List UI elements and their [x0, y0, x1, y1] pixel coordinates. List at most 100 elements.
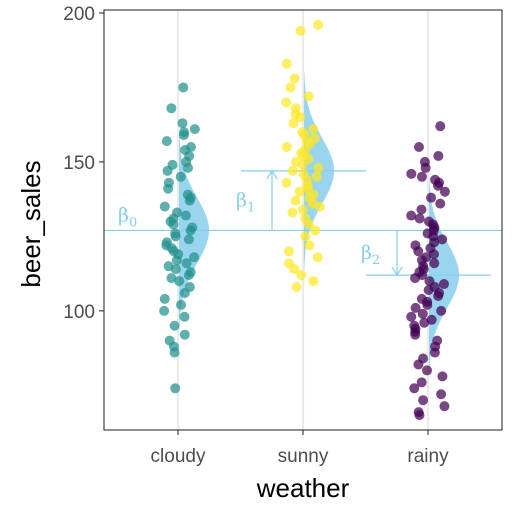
- x-tick-label-sunny: sunny: [278, 446, 329, 467]
- point-rainy-2: [433, 150, 444, 161]
- point-rainy-65: [418, 395, 429, 406]
- point-rainy-11: [426, 192, 437, 203]
- point-rainy-44: [422, 299, 433, 310]
- point-cloudy-20: [159, 201, 170, 212]
- point-sunny-3: [289, 73, 300, 84]
- point-cloudy-6: [161, 136, 172, 147]
- point-cloudy-40: [170, 264, 181, 275]
- point-cloudy-0: [178, 82, 189, 93]
- point-rainy-26: [413, 246, 424, 257]
- point-rainy-50: [419, 317, 430, 328]
- point-rainy-47: [417, 308, 428, 319]
- point-sunny-50: [308, 276, 319, 287]
- point-rainy-39: [423, 285, 434, 295]
- point-cloudy-52: [179, 329, 190, 340]
- point-rainy-41: [433, 290, 444, 301]
- point-rainy-12: [435, 198, 446, 209]
- point-cloudy-38: [181, 258, 192, 269]
- point-rainy-54: [410, 329, 421, 340]
- point-sunny-5: [303, 91, 314, 102]
- beta0-label: β0: [118, 204, 137, 230]
- y-tick-label-200: 200: [63, 4, 95, 25]
- point-cloudy-44: [174, 276, 185, 287]
- beta1-subscript: 1: [247, 201, 255, 216]
- point-sunny-51: [291, 282, 302, 293]
- point-rainy-61: [437, 371, 448, 382]
- point-rainy-15: [414, 213, 425, 224]
- x-tick-label-rainy: rainy: [407, 446, 449, 467]
- point-sunny-17: [281, 142, 292, 153]
- point-sunny-48: [289, 264, 300, 275]
- point-cloudy-29: [170, 231, 181, 242]
- beta2-arrow-head: [391, 266, 403, 277]
- point-rainy-46: [436, 305, 447, 316]
- point-rainy-68: [414, 410, 425, 421]
- beta2-subscript: 2: [372, 253, 380, 268]
- point-sunny-25: [287, 165, 298, 176]
- point-sunny-0: [313, 19, 324, 30]
- point-rainy-30: [429, 258, 440, 269]
- point-sunny-43: [300, 231, 311, 242]
- point-cloudy-16: [163, 183, 174, 194]
- point-cloudy-2: [177, 118, 188, 129]
- point-rainy-27: [428, 249, 439, 260]
- point-cloudy-19: [184, 195, 195, 206]
- x-tick-label-cloudy: cloudy: [151, 446, 206, 467]
- point-sunny-44: [304, 240, 315, 251]
- point-cloudy-49: [159, 305, 170, 316]
- annotation-layer: β0 β1 β2: [118, 190, 380, 268]
- point-sunny-45: [283, 246, 294, 257]
- point-sunny-23: [297, 159, 308, 170]
- point-sunny-42: [310, 225, 321, 236]
- point-rainy-59: [413, 359, 424, 370]
- beta0-subscript: 0: [129, 215, 137, 230]
- point-cloudy-5: [178, 130, 189, 141]
- point-rainy-63: [409, 383, 420, 394]
- point-sunny-4: [285, 82, 296, 93]
- beta1-label: β1: [236, 190, 255, 216]
- point-cloudy-22: [180, 210, 191, 221]
- point-sunny-1: [295, 25, 306, 36]
- point-cloudy-30: [183, 234, 194, 245]
- x-axis-title: weather: [256, 473, 350, 503]
- point-rainy-6: [416, 171, 427, 182]
- points-layer: [159, 19, 450, 421]
- point-cloudy-1: [166, 103, 177, 114]
- point-cloudy-43: [166, 273, 177, 284]
- point-rainy-57: [429, 347, 440, 358]
- point-cloudy-25: [168, 219, 179, 230]
- point-cloudy-47: [159, 293, 170, 304]
- point-sunny-32: [294, 186, 305, 197]
- point-cloudy-13: [162, 165, 173, 176]
- axis-layer: cloudy sunny rainy 100 150 200: [63, 4, 449, 467]
- point-cloudy-3: [189, 124, 200, 135]
- point-rainy-48: [406, 311, 417, 322]
- point-sunny-11: [308, 124, 319, 135]
- point-rainy-64: [436, 389, 447, 400]
- point-sunny-24: [313, 162, 324, 173]
- point-rainy-1: [413, 142, 424, 153]
- point-cloudy-48: [176, 299, 187, 310]
- point-rainy-13: [416, 204, 427, 215]
- point-cloudy-27: [185, 225, 196, 236]
- point-rainy-62: [416, 377, 427, 388]
- point-rainy-14: [406, 210, 417, 221]
- point-sunny-46: [312, 252, 323, 263]
- beta2-label: β2: [361, 242, 380, 268]
- point-sunny-27: [311, 171, 322, 182]
- point-sunny-29: [281, 177, 292, 188]
- point-cloudy-12: [182, 162, 193, 173]
- point-sunny-38: [297, 204, 308, 215]
- point-cloudy-56: [170, 383, 181, 394]
- point-rainy-37: [438, 279, 449, 290]
- point-rainy-9: [433, 180, 444, 191]
- point-cloudy-36: [189, 252, 200, 263]
- point-cloudy-14: [175, 171, 186, 182]
- point-cloudy-46: [179, 287, 190, 298]
- point-sunny-41: [303, 219, 314, 230]
- y-axis-title: beer_sales: [16, 160, 46, 287]
- point-rainy-60: [422, 365, 433, 376]
- point-rainy-45: [410, 302, 421, 313]
